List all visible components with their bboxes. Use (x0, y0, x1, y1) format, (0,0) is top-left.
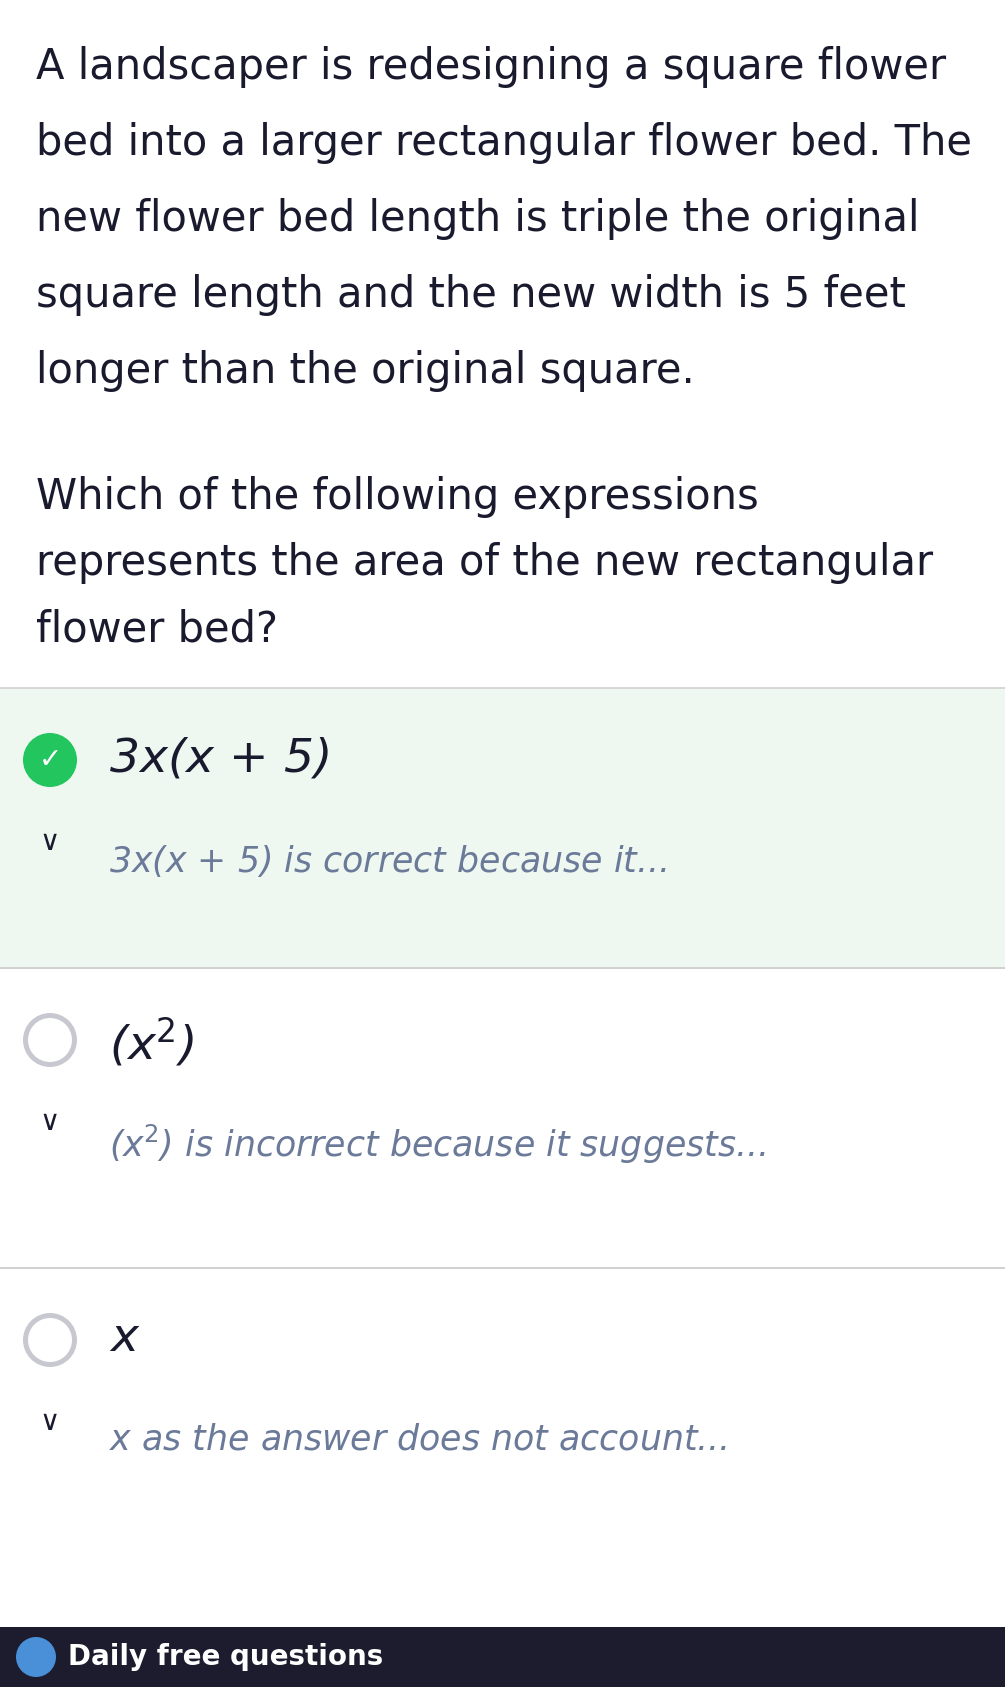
Text: ($x$$^{2}$): ($x$$^{2}$) (109, 1016, 194, 1070)
Text: ∨: ∨ (40, 1108, 60, 1135)
Bar (0, 688, 1005, 968)
Bar (0, 1626, 1005, 1687)
Bar (0, 1269, 1005, 1628)
Text: $x$ as the answer does not account...: $x$ as the answer does not account... (109, 1424, 728, 1458)
Circle shape (23, 1012, 77, 1066)
Circle shape (28, 1318, 72, 1361)
Text: square length and the new width is 5 feet: square length and the new width is 5 fee… (36, 273, 906, 315)
Text: Daily free questions: Daily free questions (68, 1643, 383, 1672)
Text: flower bed?: flower bed? (36, 607, 278, 649)
Circle shape (23, 1312, 77, 1366)
Text: ∨: ∨ (40, 828, 60, 855)
Text: bed into a larger rectangular flower bed. The: bed into a larger rectangular flower bed… (36, 121, 972, 164)
Bar (0, 968, 1005, 1269)
Text: A landscaper is redesigning a square flower: A landscaper is redesigning a square flo… (36, 46, 946, 88)
Text: 3$x$($x$ + 5): 3$x$($x$ + 5) (109, 736, 329, 781)
Text: $x$: $x$ (109, 1316, 141, 1361)
Text: new flower bed length is triple the original: new flower bed length is triple the orig… (36, 197, 920, 240)
Circle shape (23, 732, 77, 788)
Text: 3$x$($x$ + 5) is correct because it...: 3$x$($x$ + 5) is correct because it... (109, 844, 667, 879)
Text: ∨: ∨ (40, 1409, 60, 1436)
Circle shape (28, 1017, 72, 1063)
Text: Which of the following expressions: Which of the following expressions (36, 476, 759, 518)
Text: ($x$$^{2}$) is incorrect because it suggests...: ($x$$^{2}$) is incorrect because it sugg… (109, 1124, 766, 1166)
Text: longer than the original square.: longer than the original square. (36, 349, 694, 391)
Text: ✓: ✓ (38, 746, 61, 774)
Text: represents the area of the new rectangular: represents the area of the new rectangul… (36, 542, 933, 584)
Circle shape (16, 1636, 56, 1677)
